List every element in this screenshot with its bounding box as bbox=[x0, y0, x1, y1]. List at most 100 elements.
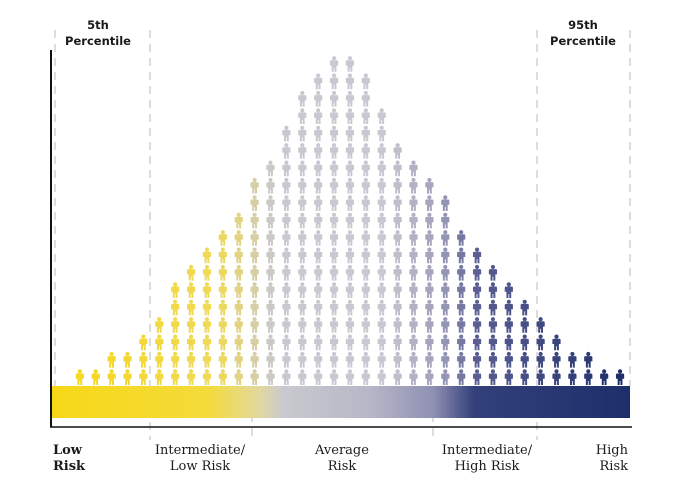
person-mark bbox=[361, 230, 370, 246]
person-mark bbox=[298, 212, 307, 229]
person-mark bbox=[472, 317, 482, 333]
person-mark bbox=[377, 369, 386, 385]
person-mark bbox=[139, 334, 148, 351]
person-mark bbox=[298, 351, 307, 368]
person-mark bbox=[441, 195, 450, 211]
person-mark bbox=[329, 247, 339, 264]
person-mark bbox=[409, 334, 418, 351]
person-mark bbox=[186, 351, 196, 368]
person-mark bbox=[345, 160, 355, 177]
person-mark bbox=[329, 351, 339, 368]
person-mark bbox=[377, 125, 386, 142]
person-mark bbox=[298, 230, 307, 246]
person-mark bbox=[234, 317, 243, 333]
risk-label-intermediate-low-line1: Intermediate/ bbox=[155, 443, 246, 458]
person-mark bbox=[361, 125, 370, 142]
person-mark bbox=[266, 264, 275, 281]
person-mark bbox=[472, 247, 482, 264]
person-mark bbox=[441, 334, 450, 351]
person-mark bbox=[250, 177, 259, 194]
person-mark bbox=[186, 369, 196, 385]
person-mark bbox=[393, 317, 402, 333]
person-mark bbox=[314, 160, 323, 177]
person-mark bbox=[345, 351, 355, 368]
person-mark bbox=[250, 369, 259, 385]
person-mark bbox=[266, 351, 275, 368]
person-mark bbox=[393, 334, 402, 351]
person-mark bbox=[266, 247, 275, 264]
person-mark bbox=[409, 177, 418, 194]
person-mark bbox=[250, 247, 259, 264]
person-mark bbox=[504, 334, 513, 351]
person-mark bbox=[504, 369, 513, 385]
person-mark bbox=[139, 369, 148, 385]
person-mark bbox=[345, 264, 355, 281]
person-mark bbox=[377, 230, 386, 246]
person-mark bbox=[600, 369, 609, 385]
risk-label-average-line2: Risk bbox=[328, 459, 357, 474]
person-mark bbox=[202, 282, 212, 298]
person-mark bbox=[441, 212, 450, 229]
person-mark bbox=[171, 282, 180, 298]
person-mark bbox=[234, 351, 243, 368]
person-mark bbox=[457, 317, 466, 333]
person-mark bbox=[377, 351, 386, 368]
person-mark bbox=[123, 351, 132, 368]
person-mark bbox=[329, 160, 339, 177]
person-mark bbox=[441, 317, 450, 333]
person-mark bbox=[425, 247, 434, 264]
person-mark bbox=[393, 282, 402, 298]
person-mark bbox=[266, 230, 275, 246]
person-mark bbox=[409, 351, 418, 368]
person-mark bbox=[329, 317, 339, 333]
person-mark bbox=[361, 369, 370, 385]
person-mark bbox=[377, 160, 386, 177]
person-mark bbox=[155, 334, 164, 351]
person-mark bbox=[441, 230, 450, 246]
person-mark bbox=[314, 108, 323, 124]
person-mark bbox=[345, 247, 355, 264]
person-mark bbox=[536, 317, 545, 333]
person-mark bbox=[314, 90, 323, 107]
person-mark bbox=[361, 177, 370, 194]
person-mark bbox=[314, 299, 323, 316]
person-mark bbox=[345, 317, 355, 333]
person-mark bbox=[329, 108, 339, 124]
person-mark bbox=[282, 160, 291, 177]
person-mark bbox=[361, 299, 370, 316]
person-mark bbox=[393, 230, 402, 246]
person-mark bbox=[186, 264, 196, 281]
person-mark bbox=[314, 230, 323, 246]
person-mark bbox=[409, 160, 418, 177]
person-mark bbox=[568, 369, 577, 385]
person-mark bbox=[425, 317, 434, 333]
risk-label-average-line1: Average bbox=[314, 443, 369, 458]
person-mark bbox=[234, 282, 243, 298]
person-mark bbox=[250, 212, 259, 229]
person-mark bbox=[186, 282, 196, 298]
person-mark bbox=[186, 317, 196, 333]
person-mark bbox=[107, 351, 116, 368]
person-mark bbox=[234, 369, 243, 385]
person-mark bbox=[186, 299, 196, 316]
person-mark bbox=[520, 334, 529, 351]
person-mark bbox=[329, 264, 339, 281]
person-mark bbox=[266, 212, 275, 229]
person-mark bbox=[91, 369, 100, 385]
person-mark bbox=[329, 56, 339, 72]
person-mark bbox=[218, 264, 227, 281]
person-mark bbox=[457, 264, 466, 281]
person-mark bbox=[202, 351, 212, 368]
person-mark bbox=[457, 247, 466, 264]
person-mark bbox=[441, 299, 450, 316]
person-mark bbox=[298, 282, 307, 298]
person-mark bbox=[282, 282, 291, 298]
person-mark bbox=[425, 282, 434, 298]
risk-label-high-line2: Risk bbox=[600, 459, 629, 474]
risk-label-high-line1: High bbox=[596, 443, 629, 458]
person-mark bbox=[298, 90, 307, 107]
person-mark bbox=[298, 264, 307, 281]
person-mark bbox=[298, 317, 307, 333]
person-mark bbox=[314, 282, 323, 298]
person-mark bbox=[425, 230, 434, 246]
